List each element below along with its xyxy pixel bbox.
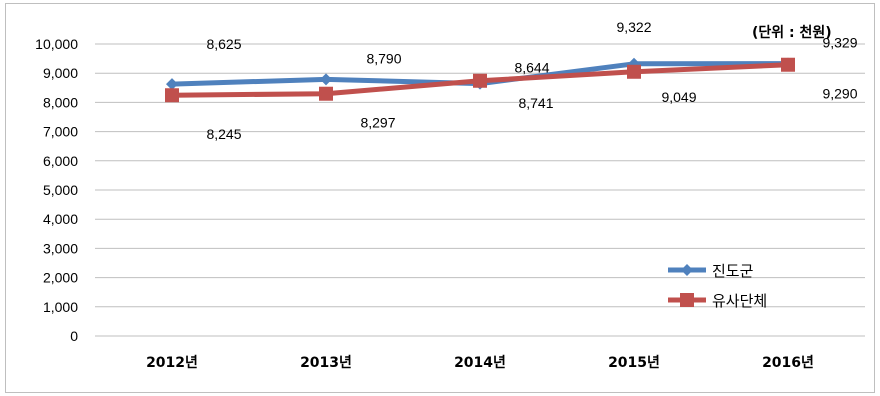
y-tick-label: 7,000	[43, 124, 78, 140]
x-axis-ticks: 2012년 2013년 2014년 2015년 2016년	[146, 355, 814, 371]
legend-label-2: 유사단체	[712, 292, 767, 310]
series-2-marker	[165, 88, 179, 103]
data-label: 9,290	[822, 86, 857, 102]
x-tick-label: 2014년	[454, 355, 506, 371]
y-tick-label: 5,000	[43, 182, 78, 198]
series-2-marker	[473, 73, 487, 88]
y-tick-label: 8,000	[43, 94, 78, 110]
legend-marker-2	[680, 293, 694, 307]
x-tick-label: 2012년	[146, 355, 198, 371]
data-label: 9,049	[661, 89, 696, 105]
legend-marker-1	[681, 264, 693, 276]
x-tick-label: 2013년	[300, 355, 352, 371]
gridlines	[95, 43, 865, 337]
data-label: 8,297	[360, 115, 395, 131]
data-label: 8,741	[518, 95, 553, 111]
data-label: 8,245	[206, 126, 241, 142]
y-tick-label: 1,000	[43, 299, 78, 315]
series-2-marker	[627, 64, 641, 79]
x-tick-label: 2016년	[762, 355, 814, 371]
data-label: 8,644	[514, 60, 549, 76]
legend-label-1: 진도군	[712, 262, 754, 280]
y-axis-ticks: 0 1,000 2,000 3,000 4,000 5,000 6,000 7,000 8,00…	[35, 36, 78, 344]
y-tick-label: 2,000	[43, 270, 78, 286]
y-tick-label: 10,000	[35, 36, 78, 52]
unit-label: (단위 : 천원)	[752, 24, 832, 41]
y-tick-label: 6,000	[43, 153, 78, 169]
series-1-marker	[320, 73, 332, 86]
data-label: 9,322	[616, 19, 651, 35]
series-2-marker	[781, 57, 795, 72]
series-1-marker	[166, 78, 178, 91]
series-group	[165, 57, 795, 103]
y-tick-label: 0	[70, 328, 78, 344]
data-label: 8,790	[366, 50, 401, 66]
y-tick-label: 4,000	[43, 211, 78, 227]
x-tick-label: 2015년	[608, 355, 660, 371]
data-label: 8,625	[206, 36, 241, 52]
data-labels: 8,625 8,790 8,644 9,322 9,329 8,245 8,297 8,741…	[206, 19, 857, 142]
series-2-marker	[319, 86, 333, 101]
y-tick-label: 3,000	[43, 240, 78, 256]
data-label: 9,329	[822, 35, 857, 51]
y-tick-label: 9,000	[43, 65, 78, 81]
